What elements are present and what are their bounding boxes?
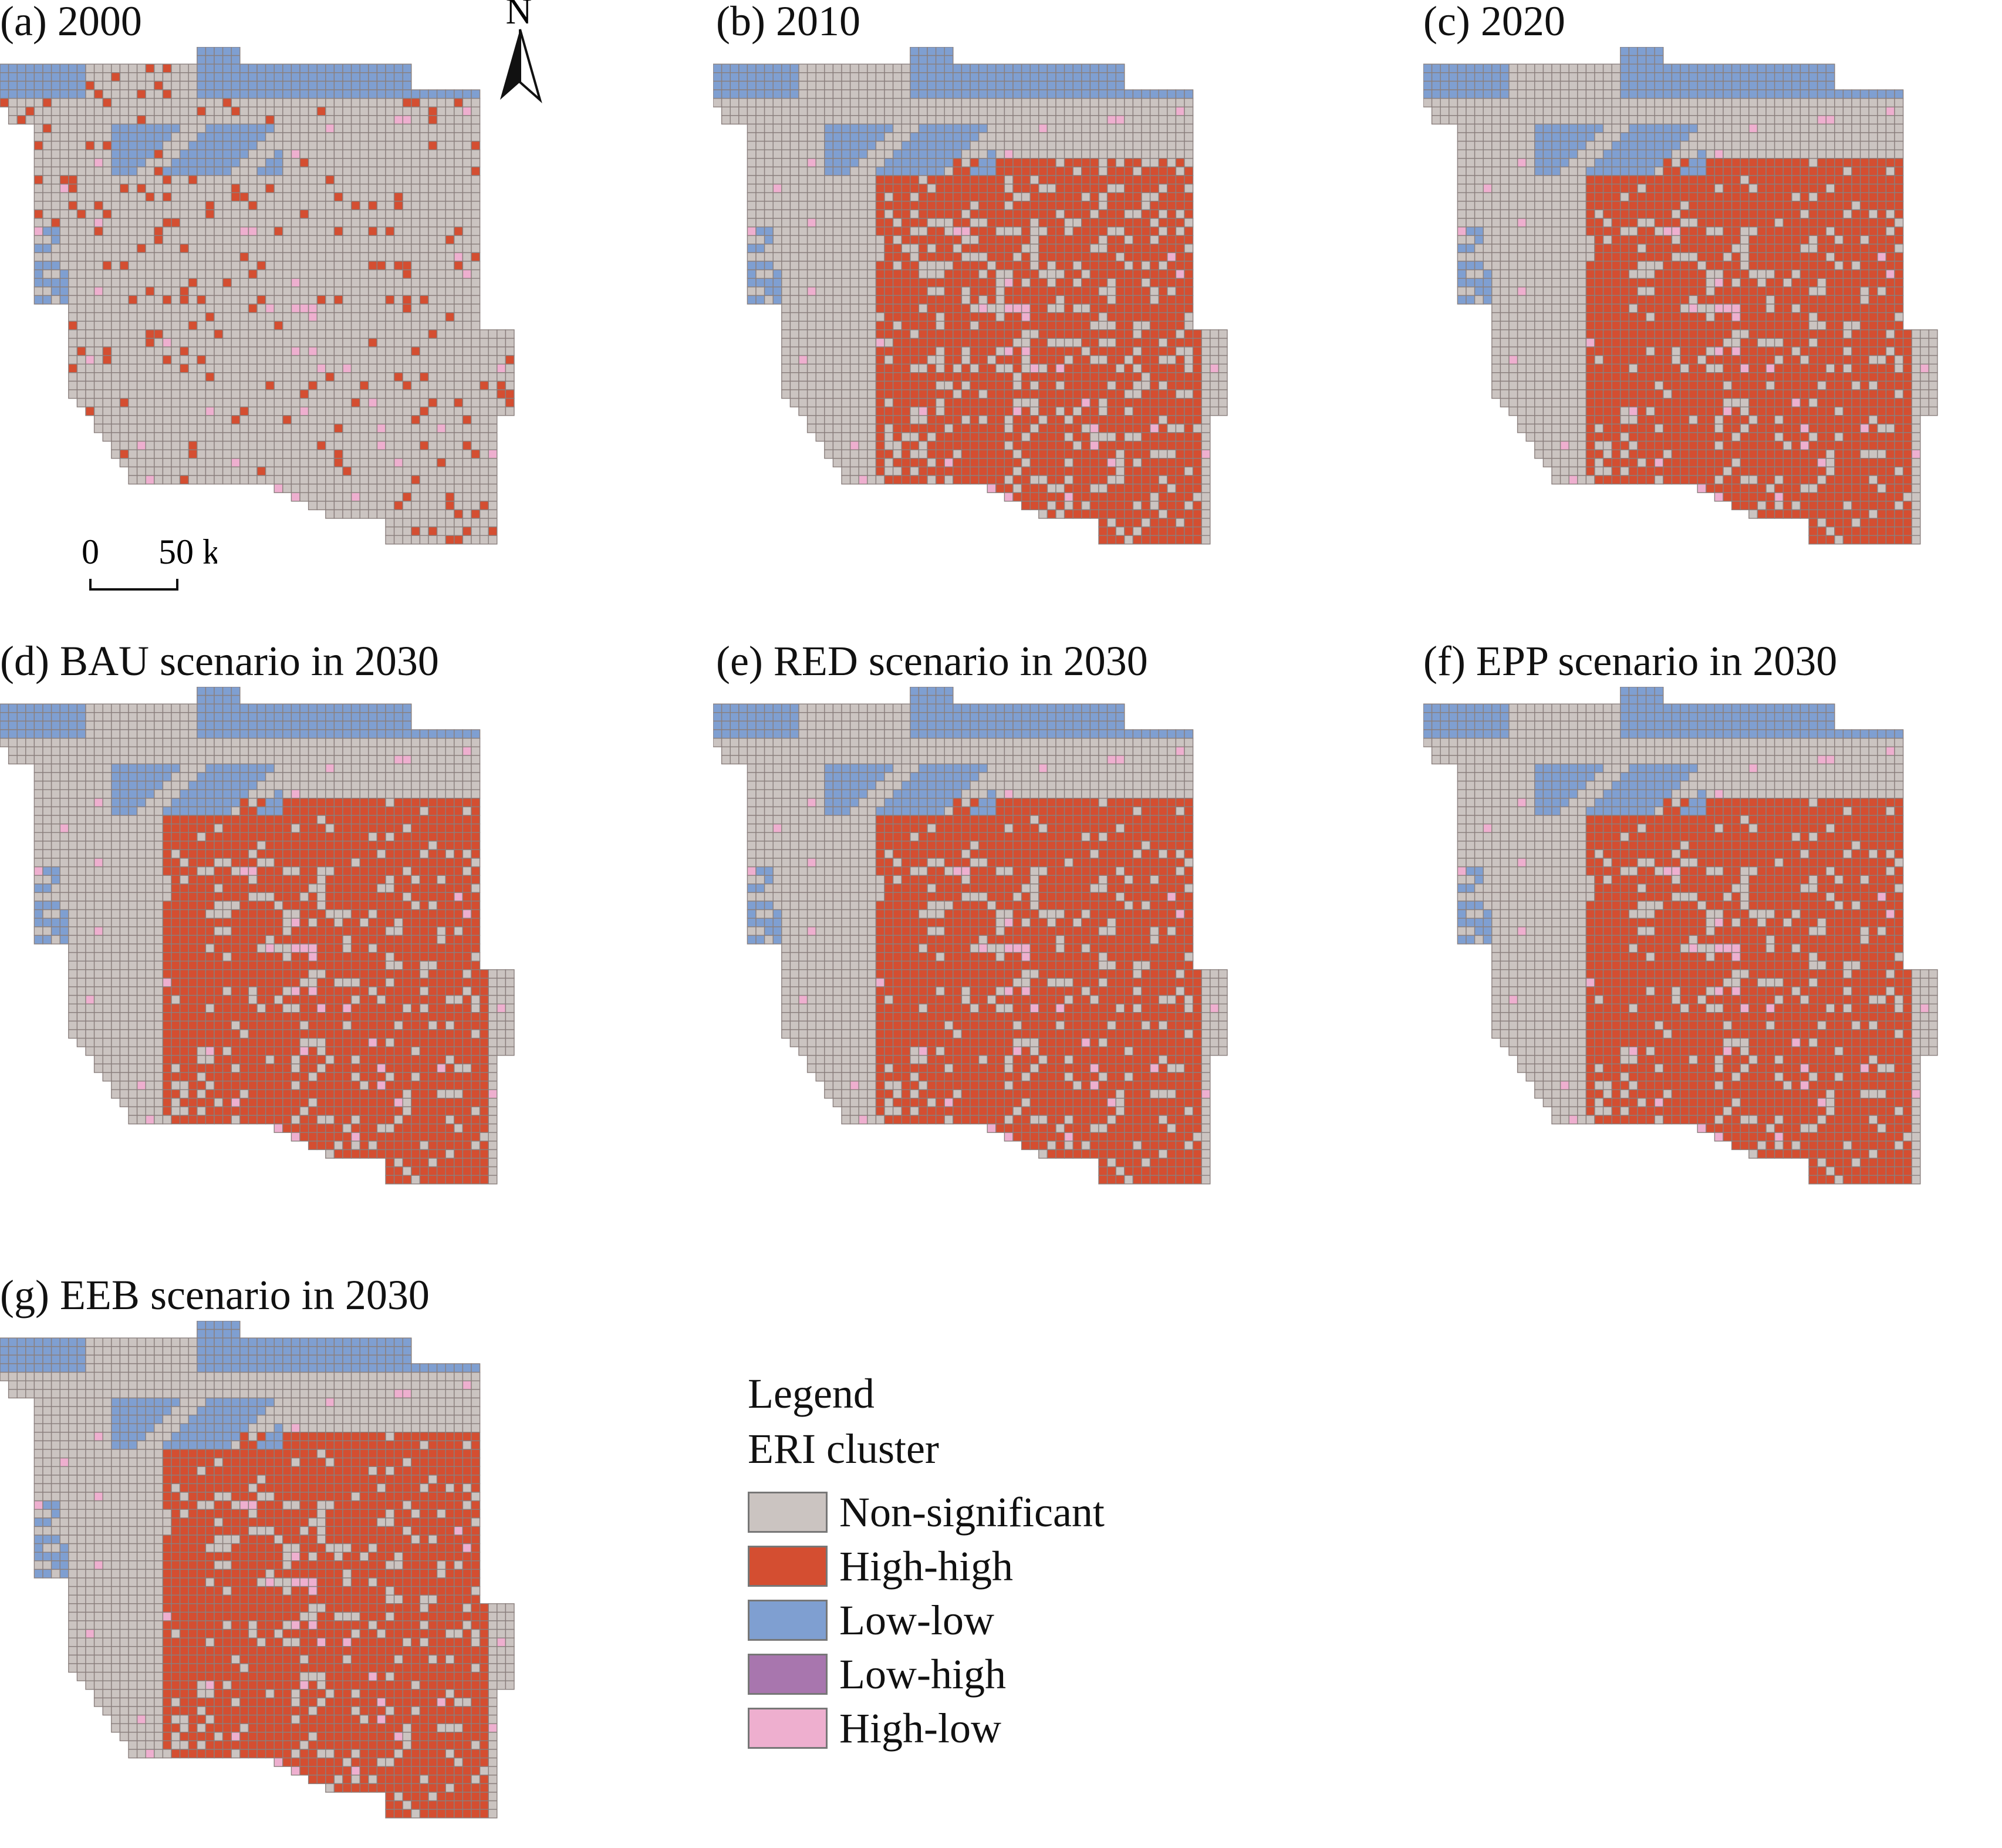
panel-title: (a) 2000	[0, 0, 142, 45]
panel-title: (e) RED scenario in 2030	[716, 638, 1148, 684]
legend-item: Non-significant	[748, 1485, 1105, 1539]
legend-subtitle: ERI cluster	[748, 1425, 939, 1472]
map-panel-e	[713, 687, 1228, 1185]
legend-item: High-low	[748, 1701, 1105, 1755]
legend-item: Low-low	[748, 1593, 1105, 1647]
legend-label: Low-low	[839, 1597, 994, 1644]
legend-item: High-high	[748, 1539, 1105, 1593]
panel-title: (g) EEB scenario in 2030	[0, 1272, 430, 1318]
swatch-high-low	[748, 1708, 828, 1749]
panel-title: (b) 2010	[716, 0, 860, 45]
legend-label: High-low	[839, 1705, 1001, 1752]
map-panel-c	[1423, 47, 1938, 545]
legend-label: Low-high	[839, 1651, 1006, 1698]
legend-item: Low-high	[748, 1647, 1105, 1701]
swatch-high-high	[748, 1546, 828, 1587]
north-label: N	[506, 0, 532, 32]
legend: Legend ERI cluster Non-significant High-…	[748, 1372, 1105, 1755]
map-panel-d	[0, 687, 515, 1185]
swatch-low-high	[748, 1654, 828, 1695]
scale-bar: 0 50 km	[82, 532, 217, 591]
swatch-low-low	[748, 1600, 828, 1641]
scale-start-label: 0	[82, 532, 99, 571]
panel-title: (d) BAU scenario in 2030	[0, 638, 439, 684]
map-panel-a	[0, 47, 515, 545]
legend-title: Legend	[748, 1370, 875, 1417]
panel-title: (c) 2020	[1423, 0, 1565, 45]
map-panel-g	[0, 1321, 515, 1819]
north-arrow-icon: N	[500, 0, 542, 104]
panel-title: (f) EPP scenario in 2030	[1423, 638, 1838, 684]
legend-label: High-high	[839, 1543, 1013, 1590]
map-panel-f	[1423, 687, 1938, 1185]
legend-label: Non-significant	[839, 1489, 1105, 1536]
map-panel-b	[713, 47, 1228, 545]
swatch-non-significant	[748, 1492, 828, 1533]
scale-end-label: 50 km	[158, 532, 217, 571]
